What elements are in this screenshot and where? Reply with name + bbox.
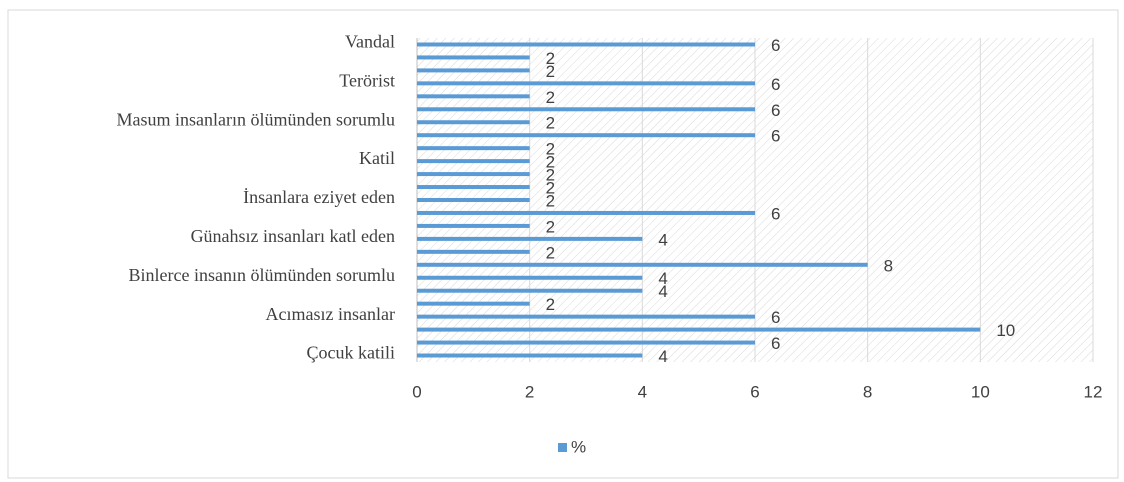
bar bbox=[417, 262, 868, 267]
bar bbox=[417, 314, 755, 319]
legend-swatch bbox=[558, 443, 567, 452]
bar bbox=[417, 198, 530, 202]
bar bbox=[417, 68, 530, 73]
y-tick-label: Masum insanların ölümünden sorumlu bbox=[117, 109, 395, 129]
bar bbox=[417, 146, 530, 151]
y-tick-label: Acımasız insanlar bbox=[266, 304, 395, 324]
data-label: 6 bbox=[771, 204, 780, 223]
data-label: 2 bbox=[546, 217, 555, 236]
bar bbox=[417, 107, 755, 112]
y-tick-label: Binlerce insanın ölümünden sorumlu bbox=[129, 265, 395, 285]
data-label: 2 bbox=[546, 62, 555, 81]
bar bbox=[417, 42, 755, 47]
data-label: 8 bbox=[884, 256, 893, 275]
data-label: 6 bbox=[771, 101, 780, 120]
bar bbox=[417, 340, 755, 345]
data-label: 2 bbox=[546, 88, 555, 107]
data-label: 6 bbox=[771, 75, 780, 94]
data-label: 2 bbox=[546, 179, 555, 198]
data-label: 2 bbox=[546, 140, 555, 159]
y-tick-label: İnsanlara eziyet eden bbox=[243, 187, 395, 207]
bar bbox=[417, 210, 755, 215]
bar bbox=[417, 120, 530, 125]
data-label: 4 bbox=[658, 347, 667, 366]
data-label: 2 bbox=[546, 191, 555, 210]
bar bbox=[417, 81, 755, 86]
y-tick-label: Günahsız insanları katl eden bbox=[191, 226, 395, 246]
data-label: 6 bbox=[771, 334, 780, 353]
bar bbox=[417, 353, 643, 358]
data-label: 4 bbox=[658, 230, 667, 249]
x-tick-label: 6 bbox=[750, 382, 759, 401]
data-label: 10 bbox=[996, 321, 1015, 340]
data-label: 6 bbox=[771, 127, 780, 146]
bar bbox=[417, 172, 530, 177]
y-tick-label: Vandal bbox=[345, 32, 395, 52]
bar bbox=[417, 94, 530, 99]
data-label: 2 bbox=[546, 153, 555, 172]
bar bbox=[417, 288, 643, 293]
bar bbox=[417, 236, 643, 241]
y-tick-label: Terörist bbox=[339, 70, 395, 90]
y-tick-label: Çocuk katili bbox=[307, 343, 396, 363]
data-label: 2 bbox=[546, 243, 555, 262]
bar bbox=[417, 223, 530, 228]
x-tick-label: 12 bbox=[1084, 382, 1103, 401]
data-label: 2 bbox=[546, 114, 555, 133]
bar bbox=[417, 55, 530, 60]
y-tick-label: Katil bbox=[359, 148, 395, 168]
bar bbox=[417, 301, 530, 306]
bar bbox=[417, 249, 530, 254]
x-tick-label: 10 bbox=[971, 382, 990, 401]
x-tick-label: 8 bbox=[863, 382, 872, 401]
bar bbox=[417, 133, 755, 138]
x-tick-label: 0 bbox=[412, 382, 421, 401]
data-label: 6 bbox=[771, 36, 780, 55]
data-label: 4 bbox=[658, 269, 667, 288]
data-label: 2 bbox=[546, 166, 555, 185]
x-tick-label: 2 bbox=[525, 382, 534, 401]
bar bbox=[417, 185, 530, 190]
x-tick-label: 4 bbox=[638, 382, 647, 401]
data-label: 4 bbox=[658, 282, 667, 301]
bar bbox=[417, 327, 981, 332]
data-label: 2 bbox=[546, 295, 555, 314]
data-label: 2 bbox=[546, 49, 555, 68]
data-label: 6 bbox=[771, 308, 780, 327]
legend-label: % bbox=[571, 437, 586, 456]
bar bbox=[417, 159, 530, 164]
bar bbox=[417, 275, 643, 280]
